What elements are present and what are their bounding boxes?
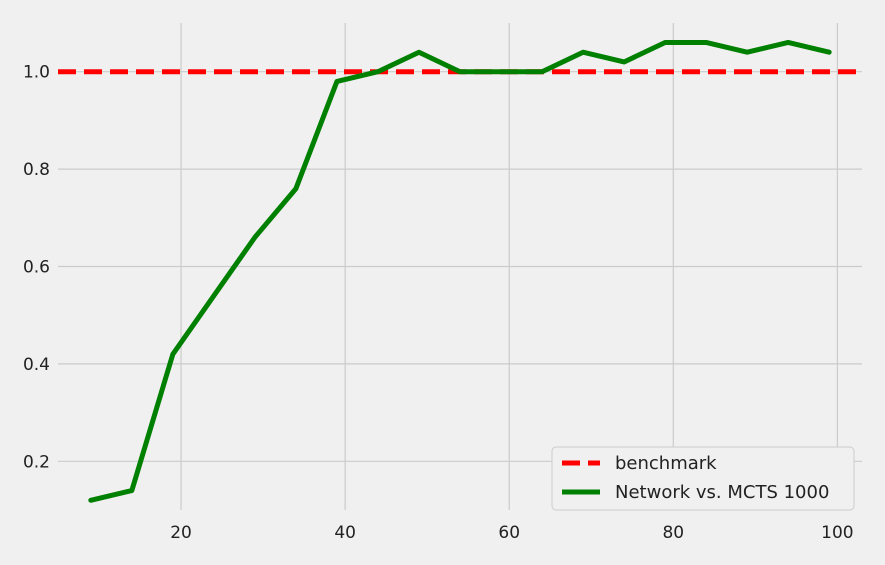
x-tick-label: 20 bbox=[170, 523, 192, 543]
series-line-network bbox=[88, 39, 832, 503]
x-tick-label: 40 bbox=[334, 523, 356, 543]
y-tick-labels: 0.2 0.4 0.6 0.8 1.0 bbox=[23, 63, 50, 473]
y-tick-label: 0.6 bbox=[23, 258, 50, 278]
y-tick-label: 0.4 bbox=[23, 355, 50, 375]
x-tick-label: 60 bbox=[498, 523, 520, 543]
y-tick-label: 1.0 bbox=[23, 63, 50, 83]
legend-box bbox=[551, 446, 855, 511]
series-lines bbox=[58, 39, 862, 503]
legend: benchmark Network vs. MCTS 1000 bbox=[551, 446, 855, 511]
y-tick-label: 0.8 bbox=[23, 160, 50, 180]
x-tick-label: 80 bbox=[662, 523, 684, 543]
legend-label-benchmark: benchmark bbox=[615, 453, 717, 474]
x-tick-label: 100 bbox=[821, 523, 853, 543]
legend-label-network: Network vs. MCTS 1000 bbox=[615, 482, 829, 503]
y-tick-label: 0.2 bbox=[23, 452, 50, 472]
x-tick-labels: 20 40 60 80 100 bbox=[170, 523, 853, 543]
